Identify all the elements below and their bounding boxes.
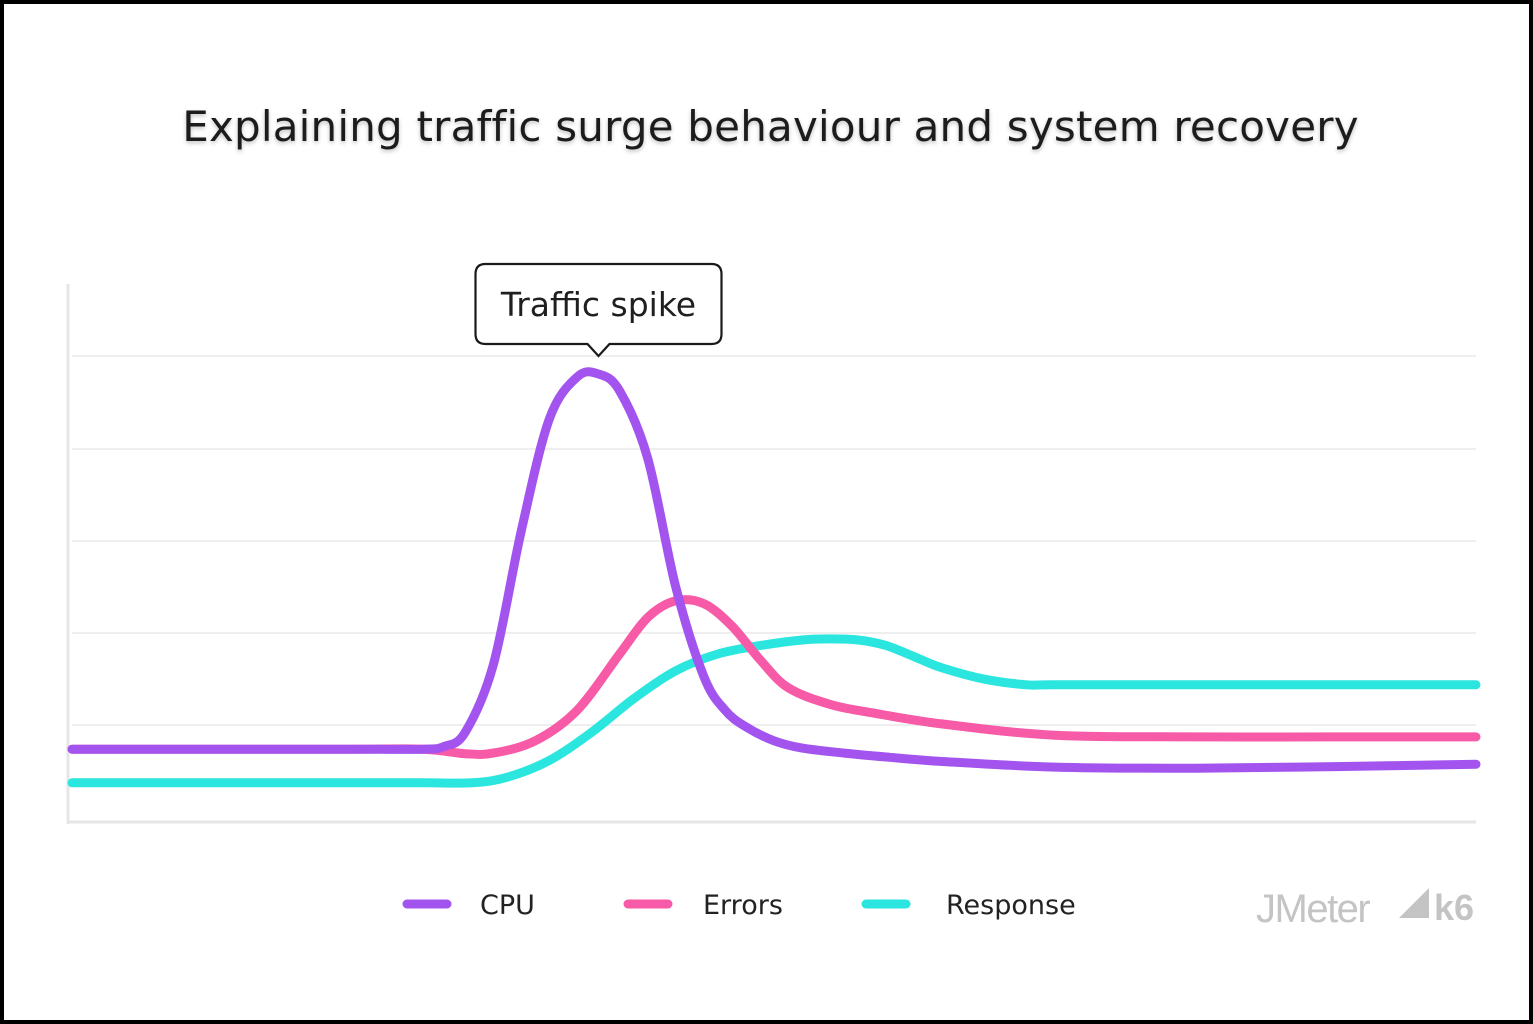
legend: CPU Errors Response <box>402 890 1076 921</box>
legend-label-response: Response <box>946 890 1076 921</box>
grid-lines <box>72 355 1476 726</box>
line-chart: Traffic spike CPU Errors Response JMeter k… <box>66 262 1481 931</box>
legend-label-errors: Errors <box>703 890 783 921</box>
chart-title: Explaining traffic surge behaviour and s… <box>182 102 1359 151</box>
callout-label: Traffic spike <box>500 285 696 324</box>
series-lines <box>67 367 1481 788</box>
traffic-spike-callout: Traffic spike <box>474 262 723 358</box>
brand-logos: JMeter k6 <box>1256 887 1474 931</box>
series-line-response <box>67 634 1481 788</box>
k6-logo-icon <box>1399 888 1429 918</box>
axes <box>66 284 1476 824</box>
series-line-errors <box>67 595 1481 759</box>
callout-box <box>474 262 723 358</box>
series-line-cpu <box>67 367 1481 773</box>
legend-label-cpu: CPU <box>480 890 535 921</box>
jmeter-logo: JMeter <box>1256 887 1370 931</box>
k6-logo: k6 <box>1434 887 1474 928</box>
